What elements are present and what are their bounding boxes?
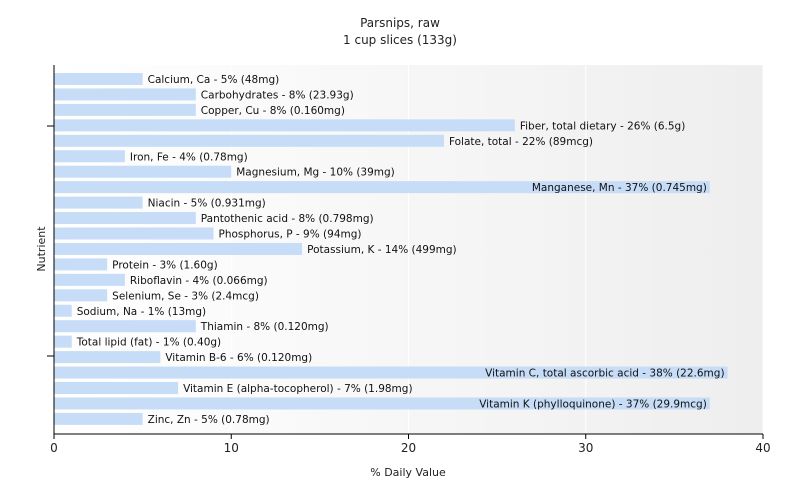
bar — [54, 227, 214, 240]
bar — [54, 351, 161, 364]
bar-label: Vitamin B-6 - 6% (0.120mg) — [165, 352, 312, 364]
bar-label: Vitamin C, total ascorbic acid - 38% (22… — [485, 368, 724, 380]
bar — [54, 273, 125, 286]
bar — [54, 165, 232, 178]
bar — [54, 88, 196, 101]
bar-label: Phosphorus, P - 9% (94mg) — [219, 229, 362, 241]
bar-label: Potassium, K - 14% (499mg) — [307, 244, 457, 256]
bar-label: Copper, Cu - 8% (0.160mg) — [201, 105, 345, 117]
bar-label: Niacin - 5% (0.931mg) — [148, 198, 266, 210]
bar-label: Fiber, total dietary - 26% (6.5g) — [520, 120, 685, 132]
bars — [54, 73, 728, 425]
bar-label: Vitamin E (alpha-tocopherol) - 7% (1.98m… — [183, 383, 413, 395]
bar-label: Folate, total - 22% (89mcg) — [449, 136, 593, 148]
x-tick-label: 10 — [224, 441, 239, 455]
bar — [54, 258, 108, 271]
bar-label: Riboflavin - 4% (0.066mg) — [130, 275, 268, 287]
bar — [54, 335, 72, 348]
bar — [54, 134, 444, 147]
bar-label: Selenium, Se - 3% (2.4mcg) — [112, 290, 259, 302]
bar — [54, 73, 143, 85]
x-axis-title: % Daily Value — [370, 466, 446, 479]
bar — [54, 397, 710, 410]
bar — [54, 196, 143, 209]
bar-label: Protein - 3% (1.60g) — [112, 259, 218, 271]
bar — [54, 150, 125, 163]
bar — [54, 212, 196, 225]
bar-label: Total lipid (fat) - 1% (0.40g) — [76, 337, 221, 349]
bar — [54, 382, 179, 394]
y-axis-title: Nutrient — [35, 226, 48, 272]
bar — [54, 320, 196, 333]
bar — [54, 304, 72, 317]
bar-label: Zinc, Zn - 5% (0.78mg) — [148, 414, 270, 426]
x-tick-label: 30 — [578, 441, 593, 455]
bar — [54, 366, 728, 379]
chart-subtitle: 1 cup slices (133g) — [343, 33, 457, 47]
chart-title: Parsnips, raw — [360, 16, 440, 30]
bar — [54, 103, 196, 116]
bar-label: Carbohydrates - 8% (23.93g) — [201, 89, 354, 101]
x-axis-ticks: 0 10 20 30 40 — [50, 434, 771, 455]
bar — [54, 181, 710, 194]
bar-label: Iron, Fe - 4% (0.78mg) — [130, 151, 248, 163]
bar-label: Magnesium, Mg - 10% (39mg) — [236, 167, 395, 179]
bar-label: Pantothenic acid - 8% (0.798mg) — [201, 213, 374, 225]
bar — [54, 412, 143, 425]
bar-label: Vitamin K (phylloquinone) - 37% (29.9mcg… — [479, 398, 707, 410]
bar-labels: Calcium, Ca - 5% (48mg) Carbohydrates - 8… — [76, 74, 725, 426]
bar — [54, 289, 108, 302]
bar — [54, 119, 515, 132]
bar-label: Manganese, Mn - 37% (0.745mg) — [532, 182, 707, 194]
x-tick-label: 40 — [755, 441, 770, 455]
bar — [54, 242, 303, 255]
x-tick-label: 20 — [401, 441, 416, 455]
bar-label: Thiamin - 8% (0.120mg) — [200, 321, 329, 333]
x-tick-label: 0 — [50, 441, 58, 455]
bar-label: Sodium, Na - 1% (13mg) — [77, 306, 206, 318]
bar-label: Calcium, Ca - 5% (48mg) — [148, 74, 280, 86]
